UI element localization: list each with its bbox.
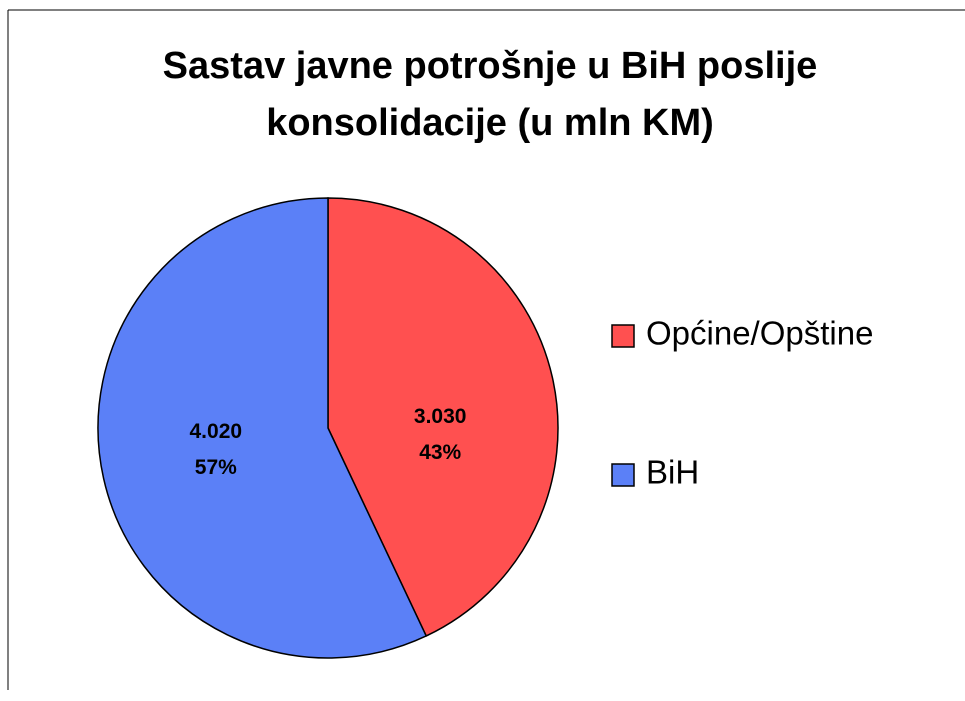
legend-swatch	[611, 324, 635, 348]
pie-slice	[97, 197, 428, 659]
slice-percent-label: 43%	[419, 441, 461, 464]
legend-swatch	[611, 463, 635, 487]
legend-label: BiH	[646, 454, 699, 491]
slice-percent-label: 57%	[195, 456, 237, 479]
chart-title: Sastav javne potrošnje u BiH poslije kons…	[163, 45, 818, 144]
legend-label: Općine/Opštine	[646, 315, 873, 352]
pie-slice	[327, 197, 559, 637]
slice-value-label: 4.020	[190, 420, 243, 443]
slice-value-label: 3.030	[414, 405, 467, 428]
